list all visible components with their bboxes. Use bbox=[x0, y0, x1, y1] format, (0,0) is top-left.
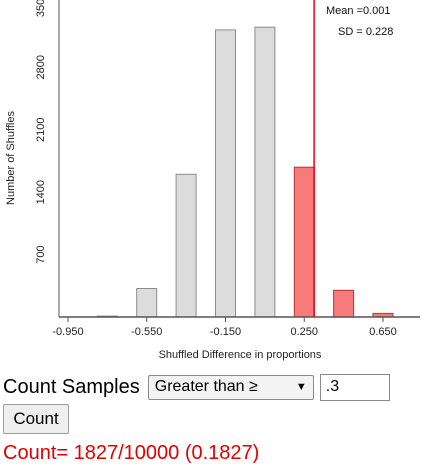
histogram-bar bbox=[333, 289, 355, 318]
y-tick-label: 700 bbox=[35, 245, 47, 263]
x-tick-label: -0.950 bbox=[52, 326, 83, 338]
direction-select[interactable]: Greater than ≥ ▼ bbox=[147, 374, 314, 400]
x-ticks-group: -0.950 -0.550 -0.150 0.250 0.650 bbox=[52, 317, 397, 338]
histogram-chart: -0.950 -0.550 -0.150 0.250 0.650 700 1400 2100… bbox=[5, 0, 420, 361]
x-axis-title: Shuffled Difference in proportions bbox=[159, 349, 322, 361]
mean-label: Mean =0.001 bbox=[326, 5, 391, 17]
direction-select-value: Greater than ≥ bbox=[154, 378, 258, 395]
y-ticks-group: 700 1400 2100 2800 3500 bbox=[35, 0, 47, 264]
count-samples-label: Count Samples bbox=[3, 375, 140, 398]
count-controls: Count Samples Greater than ≥ ▼ bbox=[3, 372, 423, 402]
count-result: Count= 1827/10000 (0.1827) bbox=[3, 442, 260, 464]
threshold-input[interactable] bbox=[319, 373, 390, 401]
x-tick-label: 0.650 bbox=[369, 326, 397, 338]
count-button[interactable]: Count bbox=[3, 404, 69, 434]
y-tick-label: 2100 bbox=[35, 118, 47, 142]
bars-group bbox=[96, 26, 394, 318]
x-tick-label: -0.550 bbox=[131, 326, 162, 338]
y-tick-label: 1400 bbox=[35, 180, 47, 204]
y-axis-title: Number of Shuffles bbox=[5, 111, 17, 205]
chevron-down-icon: ▼ bbox=[295, 381, 307, 393]
histogram-svg: -0.950 -0.550 -0.150 0.250 0.650 700 1400 2100… bbox=[5, 0, 420, 361]
histogram-bar bbox=[254, 26, 276, 318]
axes-group bbox=[58, 0, 420, 318]
histogram-bar bbox=[136, 288, 158, 318]
histogram-bar bbox=[215, 29, 236, 318]
x-tick-label: -0.150 bbox=[210, 326, 241, 338]
x-tick-label: 0.250 bbox=[290, 326, 318, 338]
y-tick-label: 2800 bbox=[35, 55, 47, 79]
sd-label: SD = 0.228 bbox=[338, 26, 393, 38]
histogram-bar bbox=[293, 166, 315, 318]
y-tick-label: 3500 bbox=[35, 0, 47, 17]
histogram-bar bbox=[175, 173, 197, 318]
